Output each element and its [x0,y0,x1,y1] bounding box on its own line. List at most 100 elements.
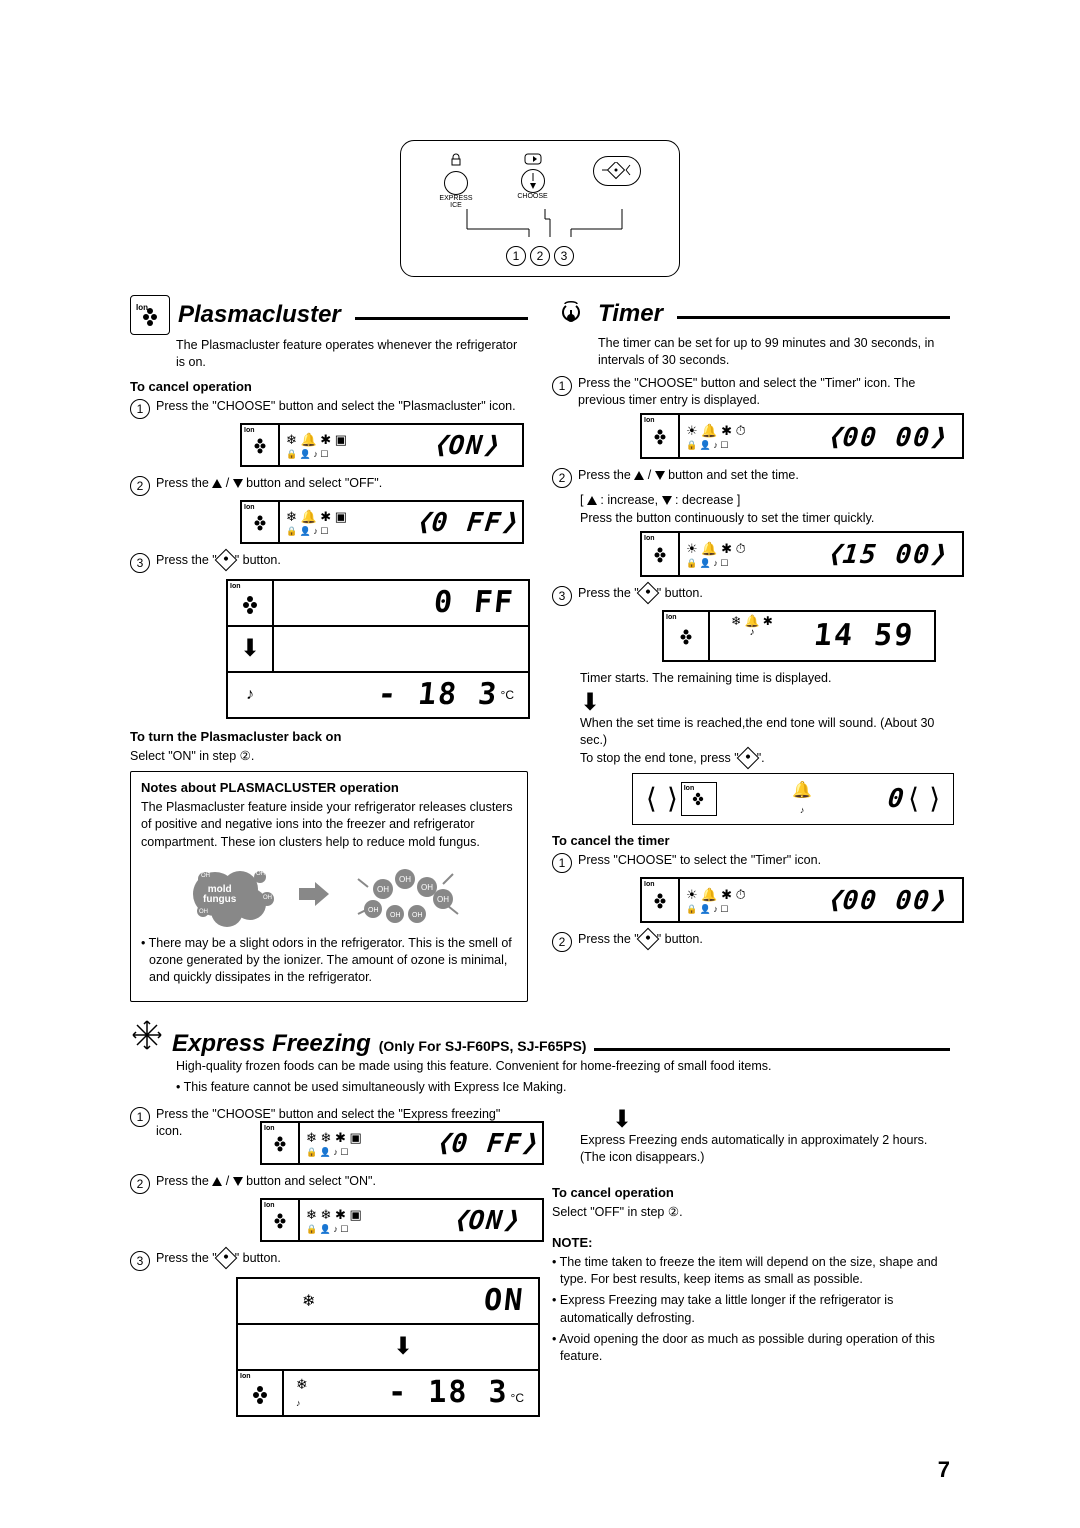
panel-ref-1: 1 [506,246,526,266]
svg-text:OH: OH [256,871,265,877]
arrow-icon [299,882,329,906]
choose-label: CHOOSE [517,193,547,200]
snowflake-icon [130,1018,164,1052]
plasma-lcd1: Ion ❄ 🔔 ✱ ▣🔒 👤 ♪ ☐ ON [240,423,524,467]
timer-seg2: 15 00 [824,537,949,570]
down-arrow-icon: ⬇ [612,1106,632,1133]
control-panel-figure: EXPRESS ICE CHOOSE [400,140,680,277]
timer-cancel-s1: Press "CHOOSE" to select the "Timer" ico… [578,852,821,869]
step-num-2: 2 [130,1174,150,1194]
svg-text:OH: OH [421,883,433,892]
step-num-3: 3 [130,1251,150,1271]
express-desc: High-quality frozen foods can be made us… [176,1058,950,1075]
express-seg1: 0 FF [433,1126,541,1159]
step-num-3: 3 [130,553,150,573]
express-label-1: EXPRESS [439,195,472,202]
panel-savers-button [593,153,641,186]
panel-choose-button: CHOOSE [517,153,547,200]
oh-cluster-icon: OH OH OH OH OH OH OH [343,859,473,929]
svg-text:OH: OH [437,895,449,904]
express-title: Express Freezing [172,1030,371,1058]
plasma-desc: The Plasmacluster feature operates whene… [176,337,528,371]
plasma-stack-top: 0 FF [432,585,516,620]
plasma-stack-bot: - 18 3 [376,677,500,712]
express-cancel-text: Select "OFF" in step ②. [552,1204,950,1221]
snow-glyph: ❄ [302,1291,315,1311]
timer-reached: When the set time is reached,the end ton… [580,715,950,750]
timer-lcd4: Ion 🔔♪ 0 [632,773,954,825]
plasmacluster-section: Ion Plasmacluster The Plasmacluster feat… [130,295,528,1002]
plasma-notes-box: Notes about PLASMACLUSTER operation The … [130,771,528,1002]
svg-text:Ion: Ion [136,303,148,312]
express-lcd2: Ion ❄ ❄ ✱ ▣🔒 👤 ♪ ☐ ON [260,1198,544,1242]
timer-cont: Press the button continuously to set the… [580,510,950,527]
timer-title: Timer [598,300,663,328]
express-label-2: ICE [450,202,462,209]
step-num-3: 3 [552,586,572,606]
timer-step1: Press the "CHOOSE" button and select the… [578,375,950,410]
mold-label: moldfungus [203,885,236,905]
down-icon [233,1177,243,1186]
plasmacluster-icon: Ion [130,295,170,335]
express-note-head: NOTE: [552,1235,950,1250]
svg-text:OH: OH [412,912,423,919]
plasma-seg1: ON [431,428,503,461]
timer-seg3: 14 59 [812,618,916,653]
timer-cancel-s2: Press the "" button. [578,931,703,948]
page-number: 7 [130,1457,950,1483]
mold-cloud-icon: OHOHOHOH moldfungus [185,859,285,929]
plasma-title: Plasmacluster [178,301,341,329]
timer-seg5: 00 00 [824,883,949,916]
express-right-text: Express Freezing ends automatically in a… [580,1132,950,1167]
diamond-icon [636,582,659,605]
plasma-step3: Press the "" button. [156,552,281,569]
timer-lcd3: Ion ❄ 🔔 ✱♪ 14 59 [662,610,936,662]
down-arrow-icon: ⬇ [240,637,260,661]
timer-incdec: [ : increase, : decrease ] [580,492,950,509]
timer-stop: To stop the end tone, press "". [580,750,950,767]
express-note-1: The time taken to freeze the item will d… [552,1254,950,1289]
express-step3: Press the "" button. [156,1250,281,1267]
timer-desc: The timer can be set for up to 99 minute… [598,335,950,369]
step-num-1: 1 [552,853,572,873]
plasma-step1: Press the "CHOOSE" button and select the… [156,398,516,415]
express-paren: (Only For SJ-F60PS, SJ-F65PS) [379,1038,587,1054]
express-stack-top: ON [482,1283,526,1318]
timer-step3: Press the "" button. [578,585,703,602]
plasma-notes-para: The Plasmacluster feature inside your re… [141,799,517,851]
panel-ref-2: 2 [530,246,550,266]
timer-lcd1: Ion ☀ 🔔 ✱ ⏱🔒 👤 ♪ ☐ 00 00 [640,413,964,459]
express-result-lcd: ❄ON ⬇ Ion ❄♪- 18 3°C [236,1277,540,1417]
diamond-icon [214,1247,237,1270]
down-icon [655,471,665,480]
rect-icon [524,153,542,165]
svg-text:OH: OH [399,875,411,884]
step-num-2: 2 [552,932,572,952]
timer-section: Timer The timer can be set for up to 99 … [552,295,950,1002]
plasma-step2: Press the / button and select "OFF". [156,475,382,492]
up-icon [212,479,222,488]
express-freezing-section: Express Freezing (Only For SJ-F60PS, SJ-… [130,1018,950,1427]
timer-seg1: 00 00 [824,420,949,453]
express-note-2: Express Freezing may take a little longe… [552,1292,950,1327]
step-num-1: 1 [130,1107,150,1127]
step-num-2: 2 [552,468,572,488]
plasma-lcd2: Ion ❄ 🔔 ✱ ▣🔒 👤 ♪ ☐ 0 FF [240,500,524,544]
timer-seg4: 0 [886,784,907,814]
panel-ref-3: 3 [554,246,574,266]
plasma-result-lcd: Ion 0 FF ⬇ ♪ - 18 3°C [226,579,530,719]
timer-lcd5: Ion ☀ 🔔 ✱ ⏱🔒 👤 ♪ ☐ 00 00 [640,877,964,923]
down-arrow-icon: ⬇ [580,689,600,716]
express-step2: Press the / button and select "ON". [156,1173,376,1190]
plasma-notes-bullet: There may be a slight odors in the refri… [141,935,517,987]
step-num-1: 1 [552,376,572,396]
plasma-seg2: 0 FF [413,505,521,538]
timer-lcd2: Ion ☀ 🔔 ✱ ⏱🔒 👤 ♪ ☐ 15 00 [640,531,964,577]
timer-step2: Press the / button and set the time. [578,467,799,484]
note-glyph: ♪ [246,686,254,704]
diamond-icon [736,747,759,770]
svg-text:OH: OH [368,907,379,914]
plasma-backon-head: To turn the Plasmacluster back on [130,729,528,744]
svg-text:OH: OH [201,873,210,879]
express-cancel-head: To cancel operation [552,1185,950,1200]
